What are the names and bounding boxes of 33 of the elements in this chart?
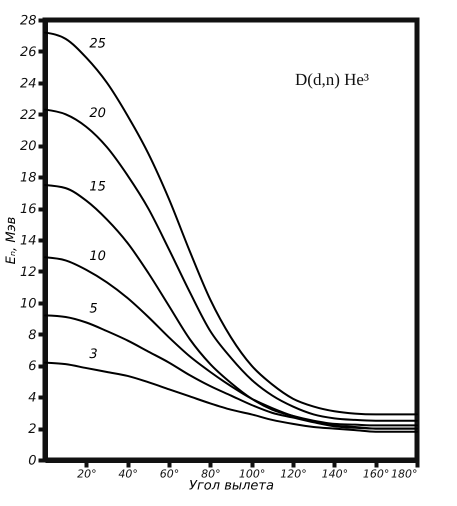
y-tick-label: 16 [20,202,36,218]
y-tick-label: 12 [20,264,36,280]
y-tick-label: 6 [28,359,36,374]
x-axis-title: Угол вылета [189,478,274,494]
y-axis-title: Eₙ, Мэв [4,216,19,264]
x-tick-label: 40° [118,468,138,480]
annotation: D(d,n) He³ [295,70,370,89]
y-tick-label: 8 [28,328,36,343]
series-label: 10 [89,248,106,264]
y-tick-label: 14 [20,234,36,248]
y-tick-label: 28 [20,14,36,28]
series-label: 20 [89,106,106,121]
y-tick-label: 24 [20,76,36,92]
series-label: 3 [89,347,98,362]
x-tick-label: 160° [362,468,390,480]
x-tick-label: 180° [391,468,418,480]
y-tick-label: 0 [28,454,36,468]
y-tick-label: 20 [20,139,36,154]
series-label: 5 [89,302,98,316]
y-tick-label: 26 [20,44,36,60]
x-tick-label: 120° [280,468,307,480]
x-tick-label: 100° [238,468,266,480]
x-tick-label: 140° [322,468,348,480]
y-tick-label: 10 [20,296,36,312]
y-tick-label: 2 [28,422,36,438]
y-tick-label: 18 [20,170,36,186]
series-label: 25 [89,36,106,52]
series-label: 15 [89,180,106,195]
x-tick-label: 20° [77,468,97,480]
x-tick-label: 60° [160,468,180,480]
y-tick-label: 22 [20,108,36,123]
y-tick-label: 4 [28,390,36,406]
x-tick-label: 80° [201,468,221,480]
